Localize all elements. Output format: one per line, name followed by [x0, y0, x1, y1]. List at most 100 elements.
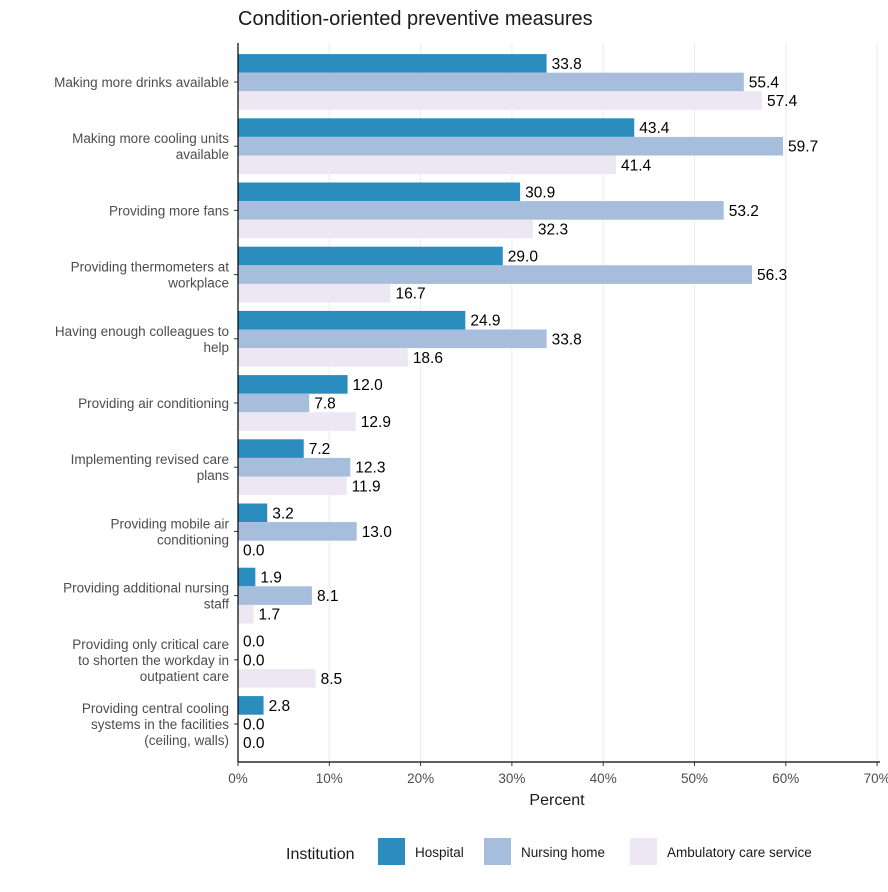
category-label: Providing only critical care	[72, 637, 229, 652]
value-label: 24.9	[470, 313, 500, 330]
x-tick-label: 10%	[316, 771, 343, 786]
legend: Institution Hospital Nursing home Ambulator…	[286, 838, 812, 865]
x-tick-label: 30%	[498, 771, 525, 786]
value-label: 18.6	[413, 350, 443, 367]
x-tick-label: 0%	[228, 771, 248, 786]
bar	[238, 393, 310, 413]
value-label: 29.0	[508, 249, 539, 266]
category-label: Implementing revised care	[71, 452, 229, 467]
bar	[238, 136, 784, 156]
value-label: 0.0	[243, 652, 265, 669]
category-label: Providing central cooling	[82, 701, 229, 716]
category-label: Having enough colleagues to	[55, 324, 229, 339]
x-tick-label: 40%	[590, 771, 617, 786]
value-label: 3.2	[272, 505, 294, 522]
category-label: Providing additional nursing	[63, 581, 229, 596]
bar	[238, 439, 304, 458]
value-label: 59.7	[788, 139, 818, 156]
x-tick-label: 60%	[772, 771, 799, 786]
bar	[238, 348, 408, 367]
value-label: 32.3	[538, 222, 568, 239]
value-label: 43.4	[639, 120, 670, 137]
category-label: conditioning	[157, 532, 229, 547]
bar	[238, 91, 763, 110]
bar	[238, 283, 391, 303]
bar	[238, 522, 357, 541]
bar	[238, 412, 356, 431]
value-label: 33.8	[552, 56, 582, 73]
bar	[238, 586, 312, 605]
value-label: 0.0	[243, 717, 265, 734]
legend-label: Nursing home	[521, 845, 605, 860]
value-label: 33.8	[552, 331, 582, 348]
value-label: 8.5	[321, 671, 343, 688]
value-label: 12.3	[355, 460, 385, 477]
bar	[238, 246, 503, 266]
bar	[238, 118, 635, 137]
bar	[238, 310, 466, 330]
chart-title: Condition-oriented preventive measures	[238, 8, 593, 30]
bar	[238, 375, 348, 394]
x-tick-label: 20%	[407, 771, 434, 786]
value-label: 1.9	[260, 570, 282, 587]
bar	[238, 696, 264, 715]
category-label: Making more drinks available	[54, 75, 229, 90]
value-label: 30.9	[525, 184, 555, 201]
category-label: plans	[197, 468, 230, 483]
bar	[238, 503, 268, 523]
bar	[238, 72, 744, 92]
value-label: 7.8	[314, 396, 336, 413]
bar	[238, 219, 533, 239]
category-label: help	[203, 340, 229, 355]
bar	[238, 604, 254, 624]
value-label: 56.3	[757, 267, 787, 284]
value-label: 8.1	[317, 588, 339, 605]
category-label: Providing thermometers at	[71, 260, 230, 275]
value-label: 13.0	[362, 524, 393, 541]
value-label: 12.9	[361, 414, 391, 431]
legend-key	[484, 838, 511, 865]
bar	[238, 54, 547, 73]
value-label: 7.2	[309, 441, 331, 458]
value-label: 55.4	[749, 75, 780, 92]
bar	[238, 476, 347, 496]
value-label: 11.9	[352, 478, 381, 495]
value-label: 0.0	[243, 634, 265, 651]
legend-title: Institution	[286, 846, 354, 863]
bar	[238, 457, 351, 477]
bar	[238, 567, 256, 587]
category-label: workplace	[167, 276, 229, 291]
value-label: 16.7	[395, 286, 425, 303]
category-label: Providing more fans	[109, 203, 229, 218]
category-label: Providing air conditioning	[78, 396, 229, 411]
category-labels: Making more drinks available Making more …	[54, 75, 238, 748]
value-label: 1.7	[259, 607, 281, 624]
category-label: Making more cooling units	[72, 131, 229, 146]
category-label: (ceiling, walls)	[144, 733, 229, 748]
category-label: available	[176, 147, 229, 162]
value-labels: 33.8 55.457.4 43.4 59.7 41.4 30.9 53.2 32.3 29.0…	[243, 56, 818, 752]
value-label: 57.4	[767, 93, 798, 110]
category-label: systems in the facilities	[91, 717, 229, 732]
value-label: 0.0	[243, 543, 265, 560]
value-label: 53.2	[729, 203, 759, 220]
category-label: staff	[204, 597, 230, 612]
bars	[238, 54, 784, 715]
bar	[238, 669, 316, 688]
bar	[238, 182, 521, 202]
legend-key	[378, 838, 405, 865]
bar	[238, 201, 724, 220]
bar	[238, 265, 753, 284]
x-axis-title: Percent	[529, 792, 585, 809]
legend-key	[630, 838, 657, 865]
bar	[238, 329, 547, 349]
bar	[238, 155, 616, 175]
category-label: to shorten the workday in	[78, 653, 229, 668]
category-label: Providing mobile air	[110, 516, 229, 531]
value-label: 0.0	[243, 735, 265, 752]
legend-label: Hospital	[415, 845, 464, 860]
value-label: 41.4	[621, 157, 652, 174]
value-label: 2.8	[269, 698, 291, 715]
